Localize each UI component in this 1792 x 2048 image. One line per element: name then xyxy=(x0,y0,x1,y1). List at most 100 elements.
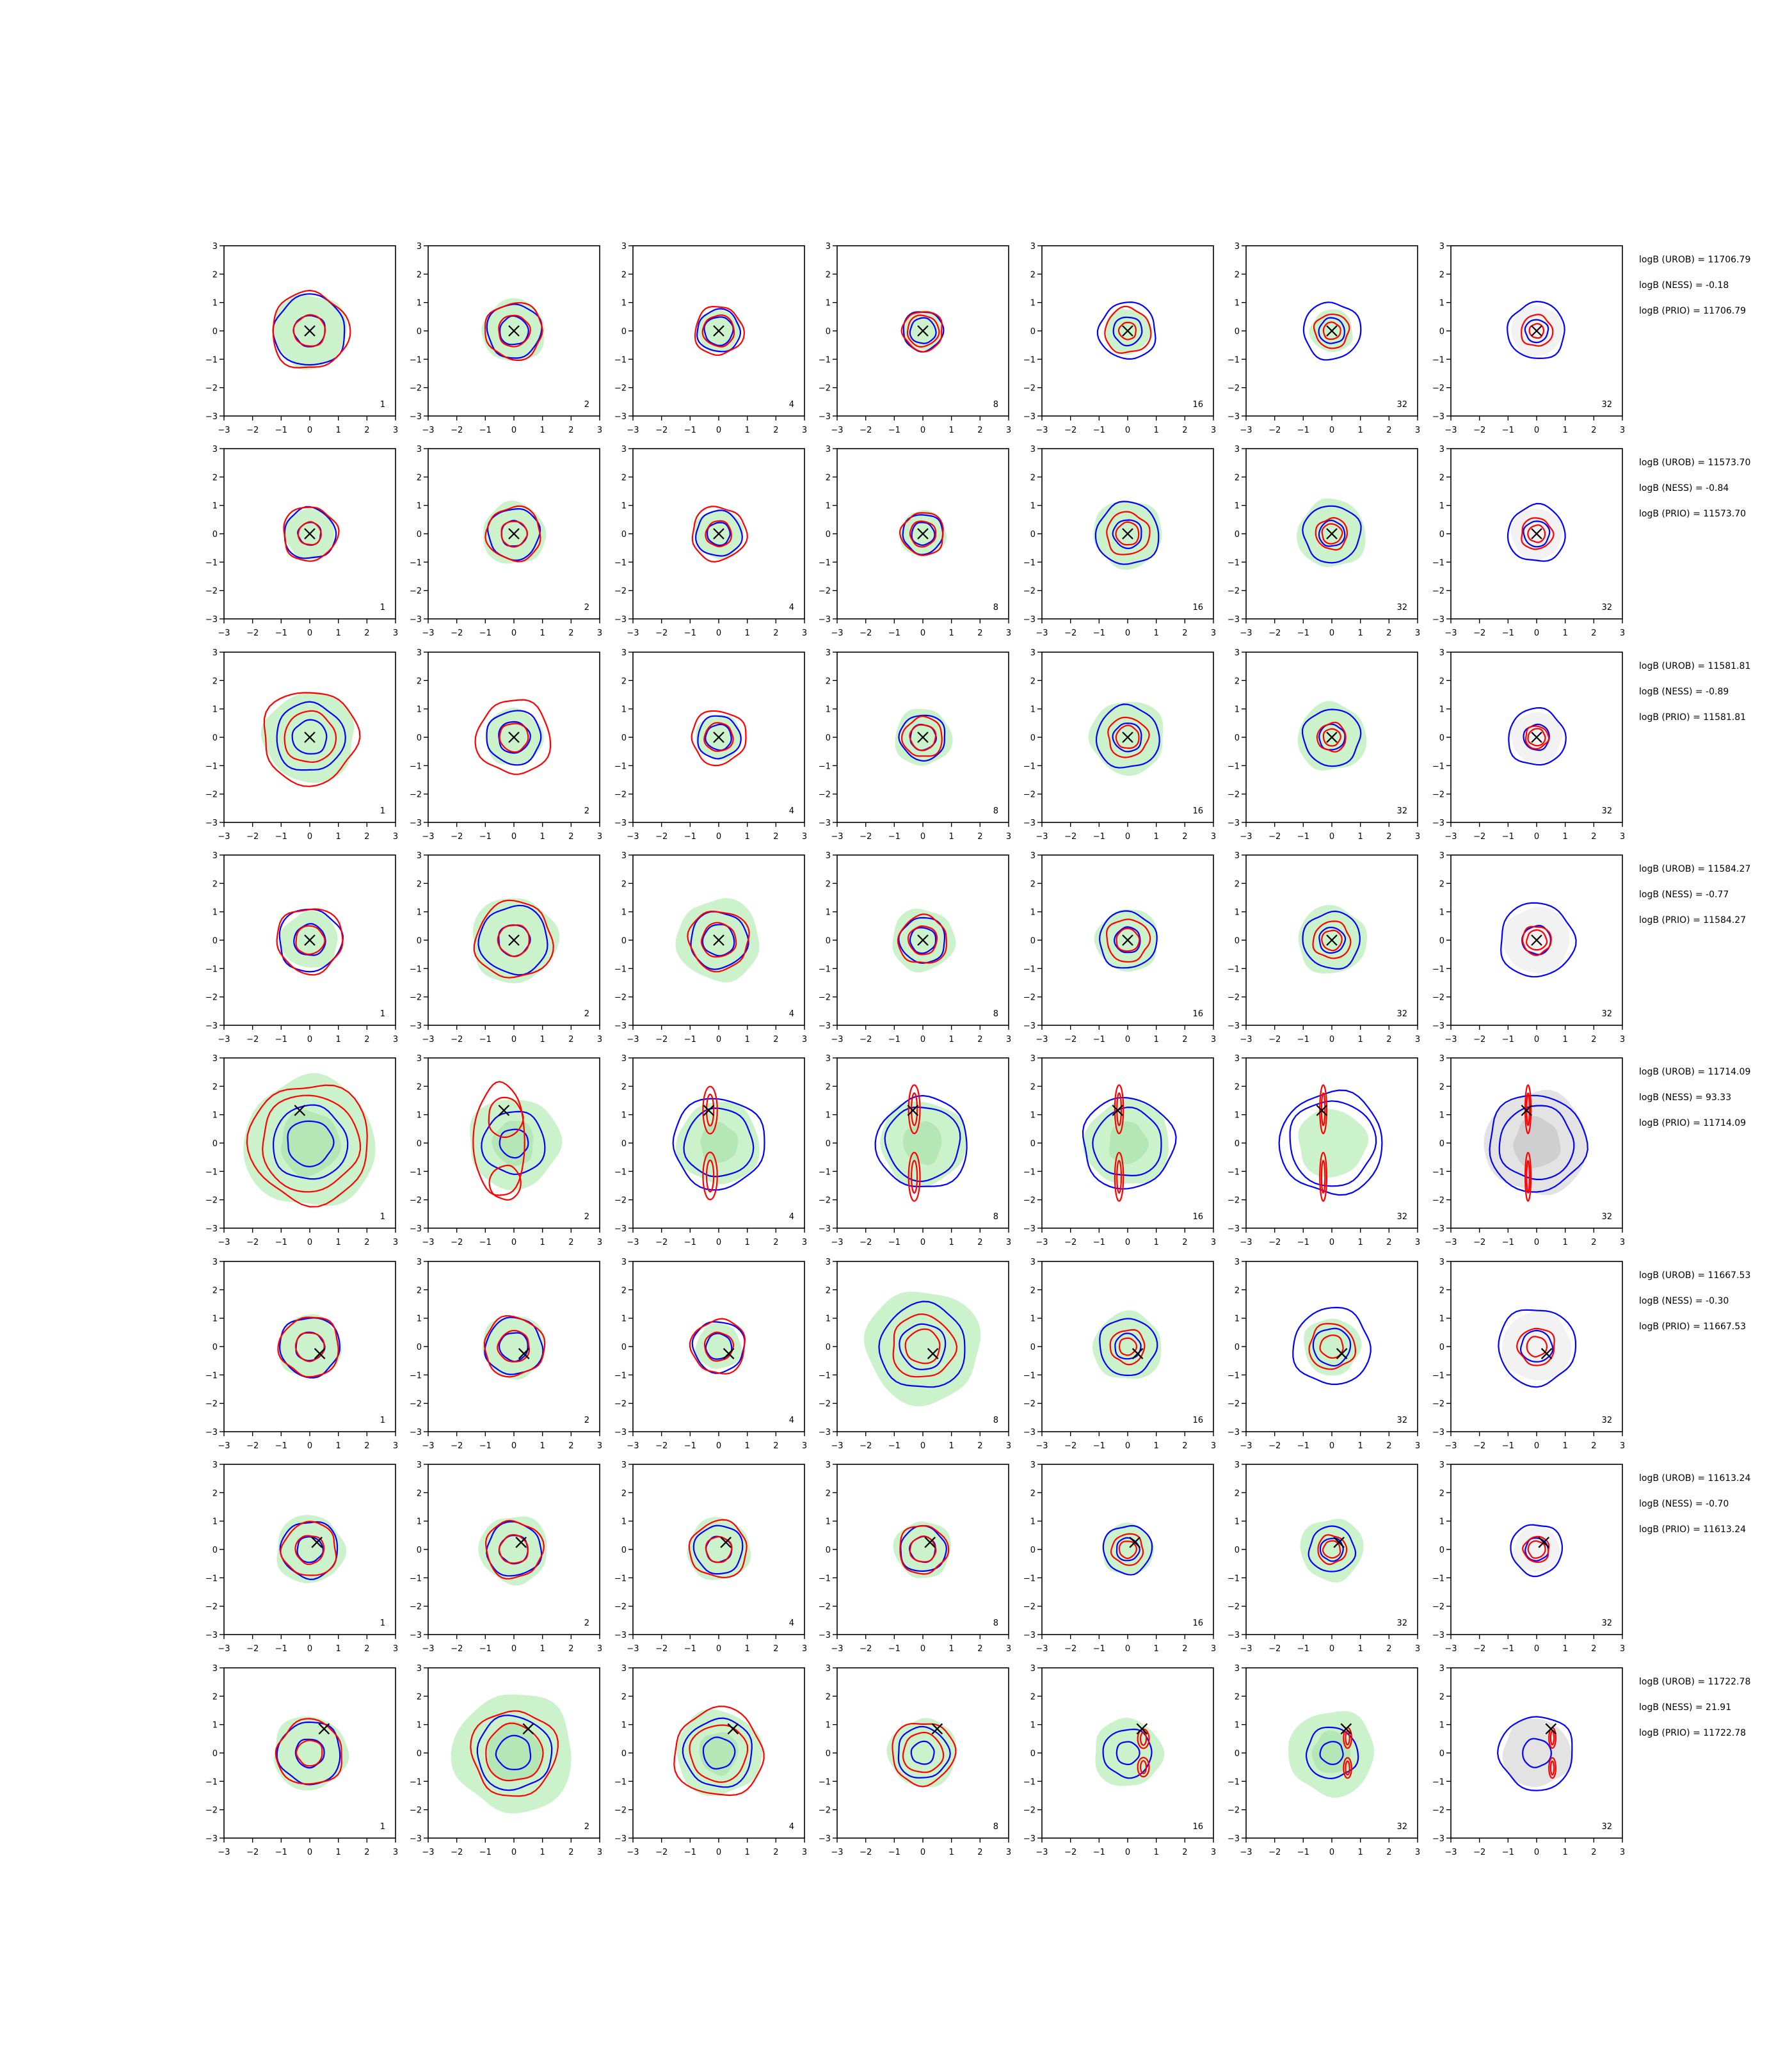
y-tick-label: 1 xyxy=(621,1111,627,1121)
y-tick-label: 1 xyxy=(1235,1721,1240,1731)
truth-marker xyxy=(723,1348,735,1359)
y-tick-label: −3 xyxy=(614,1021,627,1031)
x-tick-label: 2 xyxy=(1591,1848,1596,1857)
panel-corner-label: 2 xyxy=(584,400,589,410)
contour-red-inner xyxy=(1117,321,1137,340)
contour-red-inner xyxy=(295,925,326,956)
x-tick-label: −2 xyxy=(1473,1441,1485,1451)
x-tick-label: 0 xyxy=(920,1035,925,1044)
plot-area xyxy=(1507,300,1565,360)
y-tick-label: 0 xyxy=(826,1546,831,1555)
y-tick-label: 1 xyxy=(212,1315,218,1324)
x-tick-label: 2 xyxy=(364,1238,369,1247)
x-tick-label: 2 xyxy=(1591,832,1596,842)
x-tick-label: −2 xyxy=(246,1441,259,1451)
y-tick-label: −3 xyxy=(819,412,831,422)
contour-red-inner xyxy=(1527,728,1546,747)
panel-r7-c4: −3 −2 −1 0 1 2 3 3 2 1 0 −1 −2 −3 8 xyxy=(819,1460,1011,1654)
x-tick-label: 2 xyxy=(773,1238,778,1247)
y-tick-label: 1 xyxy=(212,299,218,308)
y-tick-label: 0 xyxy=(417,1749,422,1759)
x-tick-label: 2 xyxy=(773,1848,778,1857)
x-tick-label: 3 xyxy=(1620,1035,1625,1044)
x-tick-label: −3 xyxy=(1240,1035,1252,1044)
x-tick-label: 3 xyxy=(597,426,602,435)
x-tick-label: 0 xyxy=(511,1238,516,1247)
contour-red-outer xyxy=(474,699,552,775)
row-stat-3: logB (PRIO) = 11667.53 xyxy=(1639,1322,1746,1332)
contour-blue-outer xyxy=(1099,910,1158,969)
contour-red-outer xyxy=(275,1718,342,1785)
x-tick-label: −3 xyxy=(831,1644,843,1654)
x-tick-label: −3 xyxy=(1036,628,1048,638)
contour-blue-inner xyxy=(1114,926,1141,954)
x-tick-label: 3 xyxy=(1006,832,1011,842)
x-tick-label: 0 xyxy=(920,1644,925,1654)
panel-r3-c5: −3 −2 −1 0 1 2 3 3 2 1 0 −1 −2 −3 16 xyxy=(1023,648,1216,842)
y-tick-label: 1 xyxy=(621,908,627,918)
contour-blue-outer xyxy=(1278,1089,1383,1196)
x-tick-label: 2 xyxy=(1591,628,1596,638)
x-tick-label: −1 xyxy=(1297,1441,1309,1451)
x-tick-label: 2 xyxy=(1386,628,1391,638)
x-tick-label: 3 xyxy=(597,1441,602,1451)
contour-red-outer xyxy=(1521,517,1555,550)
row-stat-2: logB (NESS) = -0.84 xyxy=(1639,483,1729,493)
panel-corner-label: 16 xyxy=(1192,1822,1203,1832)
y-tick-label: 2 xyxy=(621,879,627,889)
y-tick-label: 0 xyxy=(417,327,422,337)
truth-marker xyxy=(713,528,724,540)
truth-marker xyxy=(1136,1723,1148,1735)
y-tick-label: −2 xyxy=(1228,1806,1240,1816)
row-stat-2: logB (NESS) = 93.33 xyxy=(1639,1092,1731,1103)
y-tick-label: 2 xyxy=(417,879,422,889)
contour-blue-inner xyxy=(1519,1329,1554,1363)
y-tick-label: −1 xyxy=(1023,762,1036,771)
panel-corner-label: 1 xyxy=(380,400,385,410)
truth-marker xyxy=(1326,325,1338,337)
y-tick-label: −1 xyxy=(1228,1777,1240,1787)
y-tick-label: −2 xyxy=(410,1603,422,1612)
truth-marker xyxy=(1326,934,1338,946)
x-tick-label: −1 xyxy=(888,1441,900,1451)
y-tick-label: −1 xyxy=(614,1777,627,1787)
y-tick-label: −3 xyxy=(819,615,831,625)
panel-corner-label: 32 xyxy=(1601,400,1612,410)
x-tick-label: 1 xyxy=(1563,1644,1568,1654)
y-tick-label: 3 xyxy=(1030,1054,1036,1064)
contour-blue-inner xyxy=(909,927,937,954)
density-fill xyxy=(1092,1310,1162,1379)
density-fill xyxy=(1502,1718,1572,1788)
x-tick-label: 3 xyxy=(1415,1644,1420,1654)
x-tick-label: 0 xyxy=(1534,1644,1539,1654)
contour-red-inner xyxy=(1118,1540,1137,1560)
y-tick-label: −2 xyxy=(1228,587,1240,596)
row-stat-3: logB (PRIO) = 11581.81 xyxy=(1639,712,1746,723)
contour-red-outer xyxy=(900,311,943,353)
row-stat-1: logB (UROB) = 11706.79 xyxy=(1639,255,1750,265)
x-tick-label: 3 xyxy=(1006,1644,1011,1654)
y-tick-label: −1 xyxy=(1228,762,1240,771)
x-tick-label: 3 xyxy=(802,832,807,842)
density-fill xyxy=(1513,1526,1561,1572)
y-tick-label: −2 xyxy=(1228,993,1240,1003)
contour-blue-inner xyxy=(498,1332,529,1363)
truth-marker xyxy=(713,732,724,743)
y-tick-label: 0 xyxy=(826,1749,831,1759)
panel-corner-label: 32 xyxy=(1601,1822,1612,1832)
x-tick-label: 2 xyxy=(364,1441,369,1451)
y-tick-label: −1 xyxy=(205,964,218,974)
x-tick-label: 0 xyxy=(716,628,721,638)
contour-red-inner xyxy=(497,1329,531,1363)
y-tick-label: −1 xyxy=(819,762,831,771)
panel-corner-label: 1 xyxy=(380,1822,385,1832)
y-tick-label: −3 xyxy=(1228,412,1240,422)
y-tick-label: −2 xyxy=(1432,1400,1444,1409)
x-tick-label: 2 xyxy=(364,426,369,435)
contour-red-mode-1 xyxy=(1114,1084,1124,1135)
panel-r1-c4: −3 −2 −1 0 1 2 3 3 2 1 0 −1 −2 −3 8 xyxy=(819,242,1011,435)
contour-red-mode-inner xyxy=(705,1159,715,1193)
panel-r2-c1: −3 −2 −1 0 1 2 3 3 2 1 0 −1 −2 −3 1 xyxy=(205,445,398,638)
contour-blue-outer xyxy=(481,1110,546,1176)
y-tick-label: 3 xyxy=(417,1054,422,1064)
